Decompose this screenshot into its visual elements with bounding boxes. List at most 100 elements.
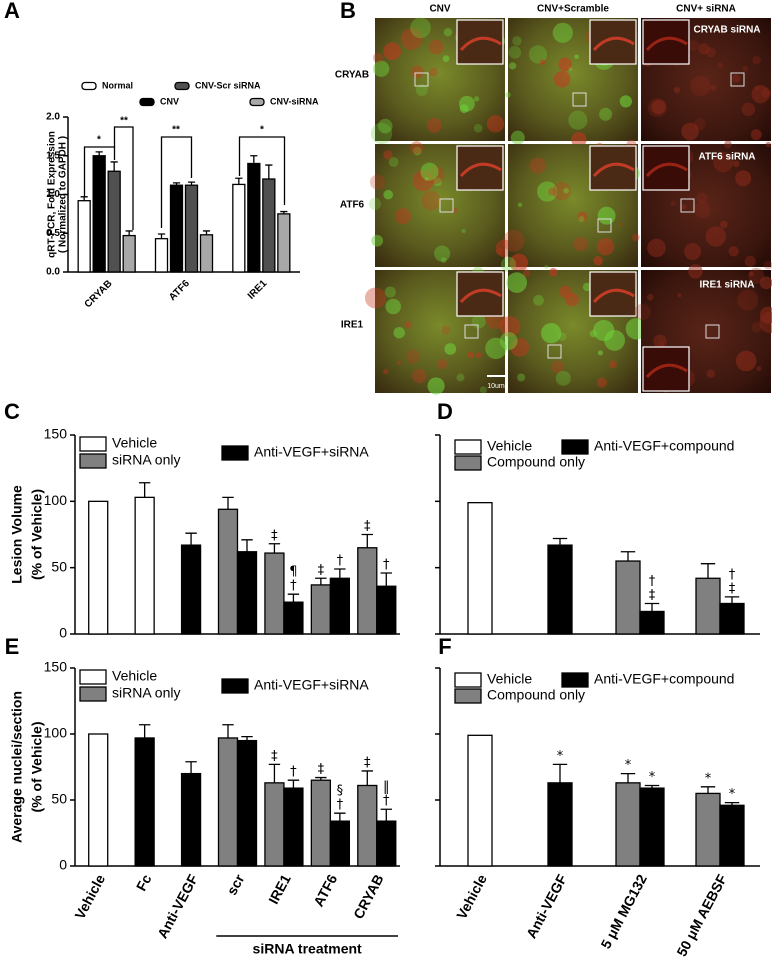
significance-bracket xyxy=(113,126,134,230)
panel-letter: A xyxy=(4,0,20,23)
bar xyxy=(247,162,261,273)
error-bar xyxy=(265,164,273,179)
row-label: IRE1 xyxy=(341,320,364,331)
error-bar xyxy=(280,210,288,214)
legend-swatch xyxy=(561,672,589,688)
x-tick-label: 5 μM MG132 xyxy=(597,871,650,951)
legend-label: Anti-VEGF+compound xyxy=(594,671,734,687)
bar xyxy=(217,508,239,635)
cell-blob xyxy=(735,350,757,372)
bar xyxy=(134,496,155,635)
bar xyxy=(695,577,721,635)
cell-blob xyxy=(741,102,756,117)
micrograph xyxy=(370,17,506,145)
cell-blob xyxy=(571,132,587,148)
cell-blob xyxy=(384,286,396,298)
roi-box xyxy=(730,72,745,87)
bar xyxy=(467,734,493,867)
cell-blob xyxy=(540,59,546,65)
cell-blob xyxy=(368,197,382,211)
cell-blob xyxy=(756,365,762,372)
cell-blob xyxy=(467,351,474,359)
error-bar xyxy=(724,801,740,806)
error-bar xyxy=(250,155,258,164)
bar xyxy=(719,602,745,635)
cell-blob xyxy=(555,370,571,386)
roi-box xyxy=(464,324,479,339)
cell-blob xyxy=(370,122,393,145)
cell-blob xyxy=(496,248,504,256)
cell-blob xyxy=(632,233,640,242)
cell-blob xyxy=(441,325,451,335)
cell-blob xyxy=(552,182,571,201)
bar xyxy=(134,737,155,867)
cell-blob xyxy=(388,157,399,168)
cell-blob xyxy=(410,65,424,79)
cell-blob xyxy=(673,86,681,94)
cell-blob xyxy=(429,67,438,77)
inset-fiber xyxy=(645,363,688,379)
inset-label: IRE1 siRNA xyxy=(699,280,754,291)
cell-blob xyxy=(517,202,523,208)
legend-label: Compound only xyxy=(487,454,585,470)
bar xyxy=(169,184,184,273)
cell-blob xyxy=(752,56,761,65)
cell-blob xyxy=(420,162,439,181)
y-axis-label: Lesion Volume xyxy=(9,485,25,584)
cell-blob xyxy=(677,293,682,298)
cell-blob xyxy=(369,174,386,190)
cell-blob xyxy=(751,85,770,104)
legend-swatch xyxy=(249,97,265,107)
significance-label: ** xyxy=(120,116,128,127)
inset-fiber xyxy=(645,162,688,178)
micrograph xyxy=(641,18,772,141)
error-bar xyxy=(202,230,211,235)
legend-swatch xyxy=(79,686,107,702)
bar xyxy=(283,787,304,867)
significance-symbol: † xyxy=(337,798,344,813)
error-bar xyxy=(185,761,197,774)
cell-blob xyxy=(373,60,390,77)
cell-blob xyxy=(410,17,431,39)
significance-symbol: ‖ xyxy=(383,780,390,795)
legend-swatch xyxy=(561,439,589,455)
legend-swatch xyxy=(81,81,97,91)
cell-blob xyxy=(400,28,423,50)
bar xyxy=(236,739,258,867)
error-bar xyxy=(95,151,103,156)
cell-blob xyxy=(694,201,711,218)
error-bar xyxy=(157,233,166,239)
cell-blob xyxy=(473,96,480,102)
y-tick-label: 150 xyxy=(44,426,68,442)
cell-blob xyxy=(385,298,402,315)
legend-swatch xyxy=(454,439,482,455)
cell-blob xyxy=(372,52,384,64)
cell-blob xyxy=(395,208,411,225)
bar xyxy=(180,772,202,867)
legend-label: Vehicle xyxy=(112,668,157,684)
cell-blob xyxy=(713,151,734,173)
cell-blob xyxy=(717,62,724,69)
row-label: CRYAB xyxy=(335,70,369,81)
bar xyxy=(639,610,665,635)
cell-blob xyxy=(706,369,716,379)
cell-blob xyxy=(424,176,429,181)
cell-blob xyxy=(499,332,518,350)
cell-blob xyxy=(377,118,393,134)
cell-blob xyxy=(508,62,517,70)
cell-blob xyxy=(696,192,708,204)
cell-blob xyxy=(688,264,703,279)
inset-fiber xyxy=(459,288,502,304)
cell-blob xyxy=(765,141,772,148)
cell-blob xyxy=(475,352,482,359)
inset-fiber xyxy=(592,36,635,52)
bar xyxy=(107,170,121,273)
cell-blob xyxy=(754,85,761,91)
bar xyxy=(88,733,109,867)
legend-label: Normal xyxy=(102,80,133,90)
cell-blob xyxy=(593,256,603,266)
cell-blob xyxy=(510,130,525,145)
inset-fiber xyxy=(459,162,502,178)
error-bar xyxy=(268,763,281,783)
